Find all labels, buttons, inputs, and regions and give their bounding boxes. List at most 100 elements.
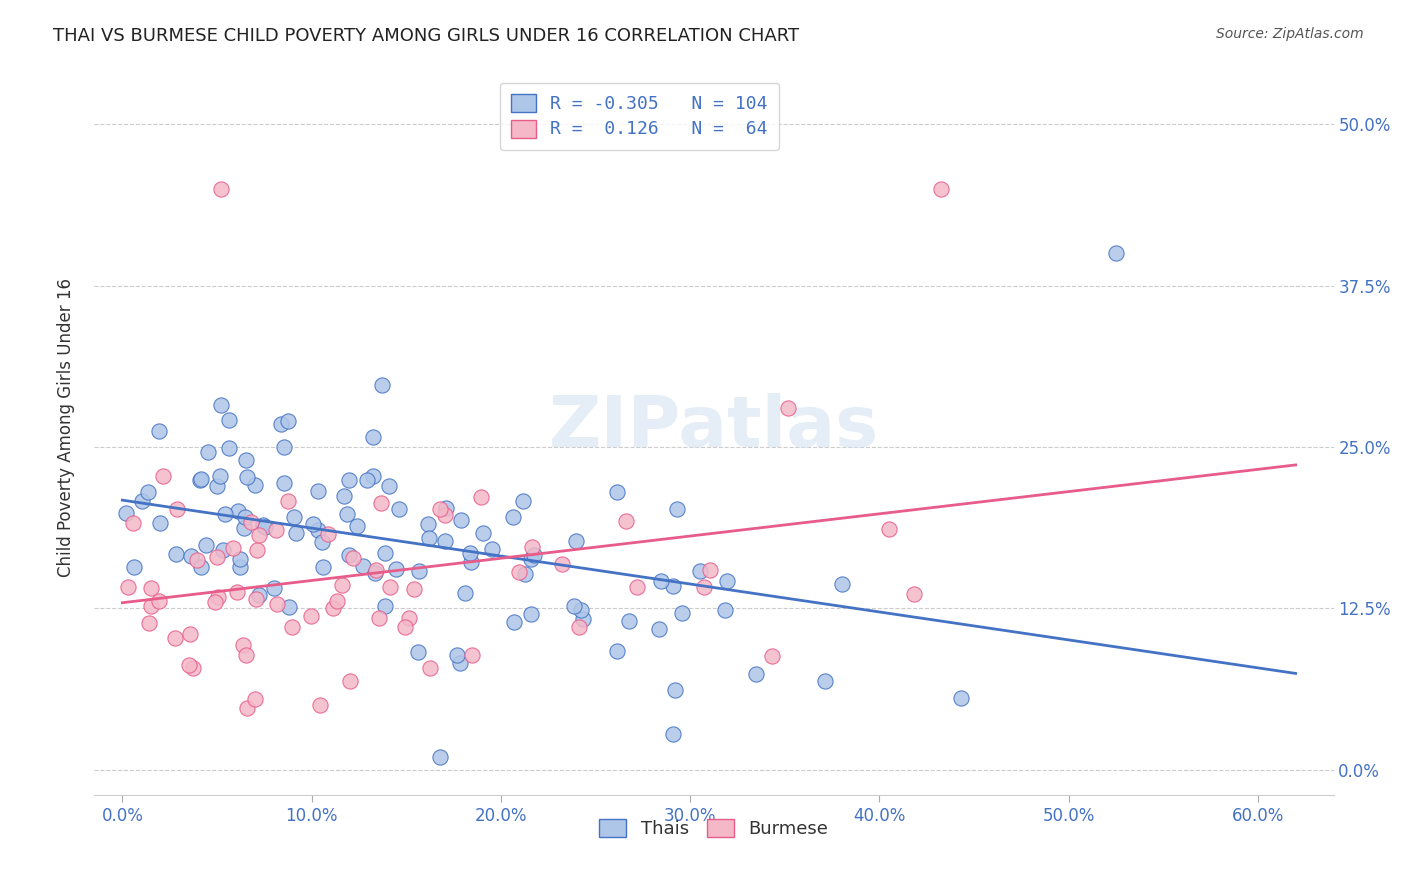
Point bbox=[551, 557, 574, 571]
Point bbox=[699, 563, 721, 577]
Point bbox=[831, 577, 853, 591]
Point bbox=[209, 182, 232, 196]
Point bbox=[949, 691, 972, 706]
Point bbox=[337, 473, 360, 487]
Point bbox=[225, 585, 247, 599]
Point bbox=[209, 398, 232, 412]
Point bbox=[204, 595, 226, 609]
Point bbox=[299, 609, 322, 624]
Point bbox=[385, 562, 408, 576]
Point bbox=[139, 582, 162, 596]
Point bbox=[181, 661, 204, 675]
Point bbox=[693, 580, 716, 594]
Point bbox=[416, 516, 439, 531]
Point bbox=[903, 587, 925, 601]
Point bbox=[236, 470, 259, 484]
Y-axis label: Child Poverty Among Girls Under 16: Child Poverty Among Girls Under 16 bbox=[58, 278, 75, 577]
Point bbox=[458, 546, 481, 560]
Point bbox=[236, 701, 259, 715]
Point bbox=[148, 424, 170, 438]
Point bbox=[195, 538, 218, 552]
Point bbox=[366, 563, 388, 577]
Point bbox=[419, 661, 441, 675]
Point bbox=[446, 648, 468, 662]
Point bbox=[346, 518, 368, 533]
Point bbox=[364, 566, 387, 580]
Point bbox=[222, 541, 245, 556]
Point bbox=[326, 594, 349, 608]
Point bbox=[205, 550, 228, 565]
Point bbox=[813, 674, 835, 689]
Point bbox=[247, 589, 270, 603]
Point bbox=[247, 528, 270, 542]
Point bbox=[179, 626, 201, 640]
Point bbox=[311, 535, 333, 549]
Point bbox=[131, 493, 153, 508]
Point bbox=[508, 566, 530, 580]
Point bbox=[337, 549, 360, 563]
Point bbox=[429, 502, 451, 516]
Point bbox=[273, 440, 295, 454]
Point bbox=[139, 599, 162, 613]
Point bbox=[263, 581, 285, 595]
Point bbox=[520, 607, 543, 621]
Point bbox=[404, 582, 426, 596]
Point bbox=[245, 542, 267, 557]
Point bbox=[776, 401, 799, 415]
Point bbox=[716, 574, 738, 589]
Point bbox=[481, 541, 503, 556]
Point bbox=[138, 615, 160, 630]
Point bbox=[229, 551, 252, 566]
Point bbox=[205, 479, 228, 493]
Point bbox=[454, 586, 477, 600]
Point bbox=[211, 543, 233, 558]
Point bbox=[301, 516, 323, 531]
Point bbox=[218, 441, 240, 455]
Point bbox=[232, 638, 254, 652]
Point bbox=[648, 622, 671, 636]
Point bbox=[394, 620, 416, 634]
Point bbox=[398, 611, 420, 625]
Point bbox=[235, 648, 257, 663]
Point bbox=[650, 574, 672, 588]
Point bbox=[283, 510, 305, 524]
Point bbox=[186, 552, 208, 566]
Point bbox=[188, 473, 211, 487]
Point bbox=[606, 485, 628, 500]
Point bbox=[245, 592, 267, 607]
Text: THAI VS BURMESE CHILD POVERTY AMONG GIRLS UNDER 16 CORRELATION CHART: THAI VS BURMESE CHILD POVERTY AMONG GIRL… bbox=[53, 27, 800, 45]
Point bbox=[284, 525, 307, 540]
Point bbox=[666, 502, 689, 516]
Point bbox=[356, 473, 378, 487]
Point bbox=[117, 580, 139, 594]
Point bbox=[115, 506, 138, 520]
Point bbox=[470, 491, 492, 505]
Text: Source: ZipAtlas.com: Source: ZipAtlas.com bbox=[1216, 27, 1364, 41]
Legend: Thais, Burmese: Thais, Burmese bbox=[592, 812, 835, 846]
Point bbox=[361, 469, 384, 483]
Point bbox=[460, 648, 482, 662]
Point bbox=[671, 606, 693, 620]
Point bbox=[374, 546, 396, 560]
Point bbox=[614, 514, 637, 528]
Point bbox=[520, 552, 543, 566]
Point bbox=[761, 648, 783, 663]
Point bbox=[744, 666, 766, 681]
Point bbox=[270, 417, 292, 431]
Point bbox=[208, 468, 231, 483]
Point bbox=[662, 579, 685, 593]
Point bbox=[339, 673, 361, 688]
Point bbox=[429, 750, 451, 764]
Point bbox=[502, 509, 524, 524]
Point bbox=[502, 615, 524, 629]
Point bbox=[277, 494, 299, 508]
Point bbox=[569, 602, 592, 616]
Point bbox=[342, 550, 364, 565]
Point bbox=[371, 377, 394, 392]
Point bbox=[122, 559, 145, 574]
Point bbox=[278, 600, 301, 615]
Point bbox=[1105, 246, 1128, 260]
Point bbox=[152, 469, 174, 483]
Point bbox=[190, 472, 212, 486]
Point bbox=[280, 619, 302, 633]
